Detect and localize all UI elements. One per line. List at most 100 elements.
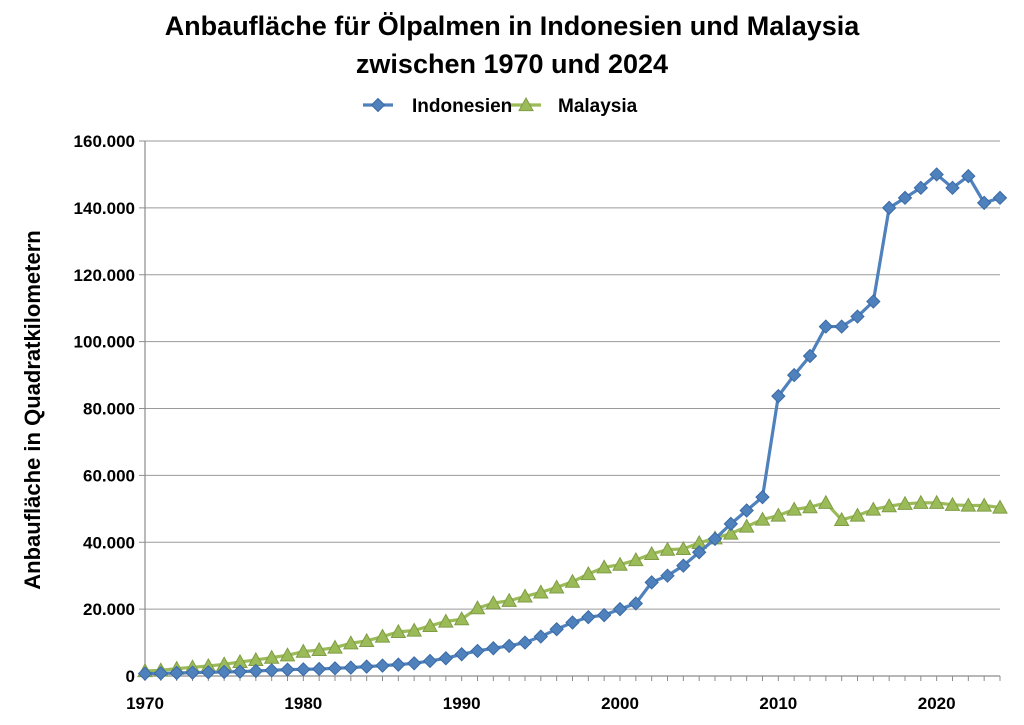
point-indonesien [517, 635, 533, 650]
point-indonesien [723, 516, 739, 532]
point-indonesien [454, 647, 469, 662]
point-indonesien [359, 659, 374, 674]
point-malaysia [865, 501, 882, 516]
point-malaysia [817, 494, 834, 509]
point-malaysia [912, 494, 929, 509]
point-indonesien [755, 489, 770, 505]
point-indonesien [501, 638, 517, 654]
y-tick-label: 0 [126, 667, 135, 686]
point-malaysia [596, 559, 613, 574]
point-indonesien [264, 663, 279, 678]
point-indonesien [739, 503, 754, 518]
point-malaysia [311, 641, 328, 657]
point-indonesien [660, 568, 675, 583]
point-indonesien [676, 558, 691, 573]
point-indonesien [834, 319, 849, 334]
point-indonesien [596, 607, 612, 623]
point-malaysia [564, 573, 581, 588]
y-axis-ticks: 0 20.000 40.000 60.000 80.000 100.000 120.000 1… [74, 132, 145, 686]
point-malaysia [517, 588, 533, 603]
legend-label-indonesien: Indonesien [412, 96, 512, 117]
point-malaysia [279, 647, 296, 662]
point-indonesien [881, 200, 897, 216]
point-malaysia [976, 497, 993, 512]
point-indonesien [992, 190, 1008, 206]
y-axis-label: Anbaufläche in Quadratkilometern [20, 230, 45, 589]
point-malaysia [944, 496, 961, 511]
y-tick-label: 60.000 [83, 466, 135, 485]
point-indonesien [201, 665, 216, 680]
y-tick-label: 40.000 [83, 533, 135, 552]
point-indonesien [628, 596, 644, 611]
point-malaysia [374, 628, 391, 643]
point-malaysia [390, 623, 407, 638]
point-malaysia [627, 551, 644, 567]
point-indonesien [343, 660, 359, 675]
point-malaysia [849, 507, 866, 522]
point-indonesien [185, 665, 200, 680]
point-indonesien [976, 195, 992, 211]
point-malaysia [722, 525, 739, 540]
point-malaysia [422, 617, 438, 632]
point-malaysia [770, 507, 787, 522]
x-tick-label: 1970 [126, 694, 164, 713]
y-tick-label: 140.000 [74, 199, 135, 218]
point-indonesien [486, 641, 501, 656]
point-malaysia [659, 541, 676, 556]
point-malaysia [358, 632, 375, 647]
point-indonesien [691, 545, 707, 560]
point-indonesien [961, 168, 976, 184]
point-malaysia [881, 498, 898, 513]
x-axis-ticks: 1970 1980 1990 2000 2010 2020 [126, 676, 1001, 713]
point-malaysia [501, 592, 518, 607]
series-indonesien [137, 167, 1008, 681]
point-malaysia [612, 556, 628, 571]
point-indonesien [232, 664, 248, 679]
point-indonesien [581, 609, 596, 625]
point-malaysia [295, 643, 312, 658]
point-indonesien [945, 180, 960, 196]
point-malaysia [548, 579, 565, 594]
point-malaysia [897, 495, 913, 510]
point-malaysia [675, 540, 692, 556]
point-malaysia [960, 497, 977, 512]
x-tick-label: 2020 [918, 694, 956, 713]
point-indonesien [169, 665, 184, 681]
legend: Indonesien Malaysia [363, 96, 638, 117]
point-indonesien [913, 180, 929, 196]
point-malaysia [643, 545, 660, 561]
x-tick-label: 2010 [759, 694, 797, 713]
point-indonesien [802, 348, 818, 364]
x-tick-label: 2000 [601, 694, 639, 713]
point-indonesien [153, 666, 169, 681]
legend-marker-malaysia [518, 96, 534, 112]
point-indonesien [470, 643, 485, 659]
legend-marker-indonesien [370, 97, 386, 113]
point-malaysia [802, 499, 818, 514]
point-malaysia [738, 518, 755, 533]
gridlines [145, 140, 1000, 610]
point-indonesien [818, 319, 834, 334]
point-indonesien [137, 666, 153, 681]
legend-label-malaysia: Malaysia [558, 96, 638, 117]
y-tick-label: 20.000 [83, 600, 135, 619]
point-indonesien [375, 658, 390, 673]
point-indonesien [850, 309, 865, 324]
point-indonesien [438, 651, 454, 666]
y-tick-label: 100.000 [74, 333, 135, 352]
point-indonesien [644, 575, 659, 590]
point-malaysia [928, 494, 945, 509]
point-indonesien [565, 615, 580, 630]
y-tick-label: 160.000 [74, 132, 135, 151]
line-indonesien [144, 172, 1001, 676]
point-malaysia [992, 499, 1008, 514]
series-layer [137, 167, 1008, 681]
point-malaysia [342, 635, 359, 650]
point-indonesien [533, 629, 549, 644]
y-tick-label: 120.000 [74, 266, 135, 285]
point-indonesien [311, 661, 327, 677]
x-tick-label: 1990 [443, 694, 481, 713]
point-indonesien [771, 388, 786, 404]
point-malaysia [453, 611, 470, 626]
